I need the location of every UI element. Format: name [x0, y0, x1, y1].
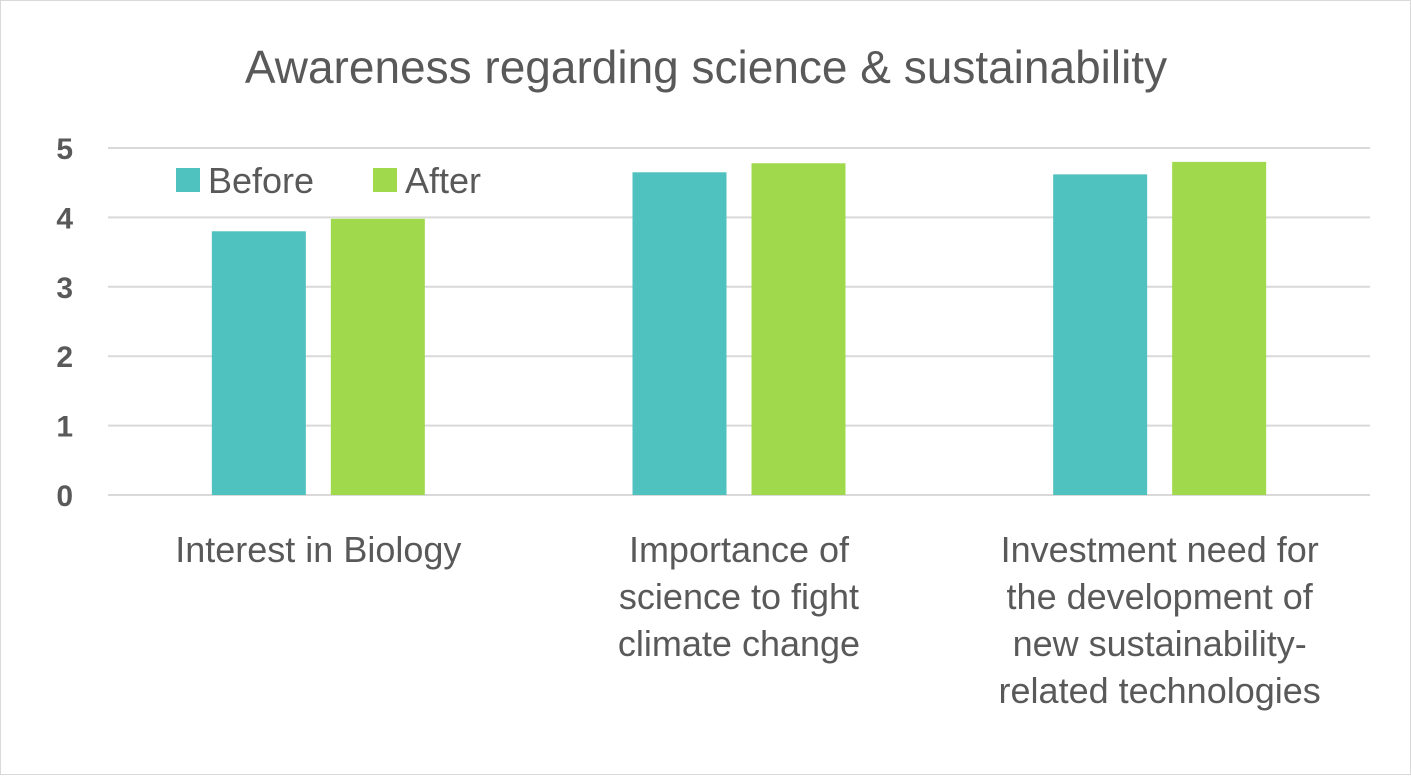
- category-label: Importance of science to fight climate cha…: [618, 529, 860, 664]
- bar-before-3: [1053, 174, 1148, 495]
- legend-label-after: After: [405, 160, 481, 201]
- bar-after-3: [1172, 161, 1267, 495]
- y-axis-ticks: 0 1 2 3 4 5: [56, 133, 73, 513]
- bars: [211, 161, 1267, 496]
- y-tick-label: 3: [56, 272, 73, 305]
- legend-swatch-before: [176, 168, 200, 192]
- y-tick-label: 0: [56, 480, 73, 513]
- chart-title: Awareness regarding science & sustainabi…: [245, 41, 1167, 93]
- legend-label-before: Before: [208, 160, 314, 201]
- y-tick-label: 1: [56, 411, 73, 444]
- gridlines: [108, 147, 1370, 496]
- bar-before-2: [632, 172, 727, 496]
- bar-before-1: [211, 231, 306, 495]
- y-tick-label: 4: [56, 202, 73, 235]
- y-tick-label: 5: [56, 133, 73, 166]
- category-label: Interest in Biology: [175, 529, 461, 570]
- bar-after-1: [330, 218, 425, 495]
- category-labels: Interest in Biology Importance of science …: [175, 529, 1321, 711]
- bar-after-2: [751, 163, 846, 495]
- legend-swatch-after: [373, 168, 397, 192]
- y-tick-label: 2: [56, 341, 73, 374]
- category-label: Investment need for the development of new…: [999, 529, 1321, 711]
- legend: Before After: [176, 160, 481, 201]
